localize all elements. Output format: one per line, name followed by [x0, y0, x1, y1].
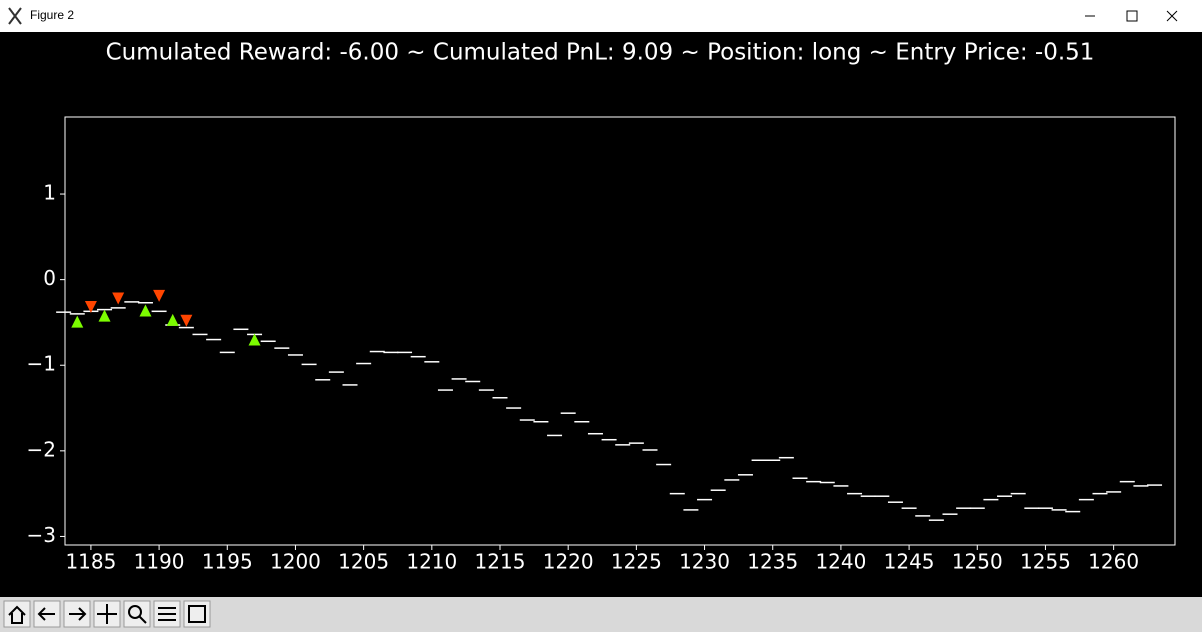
- x-tick-label: 1190: [134, 550, 185, 574]
- sell-marker: [180, 314, 193, 327]
- sell-marker: [153, 289, 166, 302]
- home-icon: [8, 605, 26, 624]
- x-tick-label: 1240: [815, 550, 866, 574]
- forward-icon: [69, 607, 87, 621]
- toolbar-buttons: [3, 600, 211, 628]
- zoom-handle: [138, 615, 147, 624]
- x-tick-label: 1235: [747, 550, 798, 574]
- x-tick-label: 1230: [679, 550, 730, 574]
- configure-icon: [158, 607, 176, 621]
- buy-marker: [248, 333, 261, 346]
- y-tick-label: −3: [27, 523, 56, 547]
- x-tick-label: 1195: [202, 550, 253, 574]
- save-button[interactable]: [183, 600, 211, 628]
- chart-title: Cumulated Reward: -6.00 ~ Cumulated PnL:…: [106, 40, 1095, 66]
- title-bar-icons: [8, 7, 1178, 25]
- window-title: Figure 2: [30, 8, 75, 22]
- app-icon: [8, 7, 22, 25]
- x-tick-label: 1245: [884, 550, 935, 574]
- save-icon: [188, 605, 206, 623]
- y-tick-label: 0: [43, 266, 56, 290]
- x-tick-label: 1205: [338, 550, 389, 574]
- sell-marker: [112, 292, 125, 305]
- x-tick-label: 1200: [270, 550, 321, 574]
- plot-frame: [64, 116, 1176, 546]
- zoom-button[interactable]: [123, 600, 151, 628]
- x-tick-label: 1250: [952, 550, 1003, 574]
- title-bar: Figure 2: [0, 0, 1202, 32]
- y-tick-label: −1: [27, 352, 56, 376]
- x-tick-label: 1220: [543, 550, 594, 574]
- x-tick-label: 1215: [475, 550, 526, 574]
- buy-marker: [71, 315, 84, 328]
- buy-marker: [139, 304, 152, 317]
- back-icon: [37, 607, 55, 621]
- sell-marker: [84, 301, 97, 314]
- x-tick-label: 1255: [1020, 550, 1071, 574]
- y-tick-label: 1: [43, 181, 56, 205]
- chart: Cumulated Reward: -6.00 ~ Cumulated PnL:…: [0, 32, 1202, 597]
- maximize[interactable]: [1126, 10, 1138, 22]
- x-tick-label: 1210: [406, 550, 457, 574]
- pan-icon: [97, 604, 117, 624]
- x-tick-label: 1185: [65, 550, 116, 574]
- x-tick-label: 1260: [1088, 550, 1139, 574]
- x-tick-label: 1225: [611, 550, 662, 574]
- close[interactable]: [1166, 10, 1178, 22]
- y-tick-label: −2: [27, 437, 56, 461]
- toolbar: [0, 597, 1202, 632]
- buy-marker: [98, 309, 111, 322]
- zoom-icon: [128, 605, 142, 619]
- buy-marker: [166, 313, 179, 326]
